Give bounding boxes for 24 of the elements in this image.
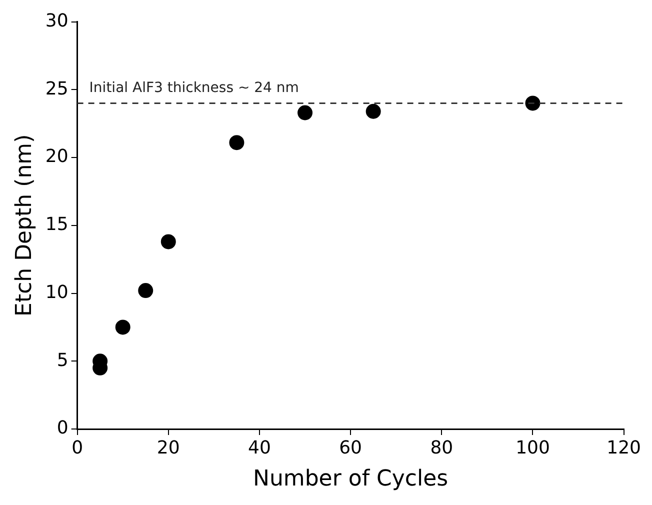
point	[229, 135, 244, 150]
ref-line-label: Initial AlF3 thickness ~ 24 nm	[89, 80, 299, 96]
y-tick-label: 25	[45, 78, 68, 100]
point	[138, 283, 154, 298]
x-tick-label: 20	[156, 437, 180, 458]
y-tick-label: 15	[45, 214, 68, 236]
y-tick-label: 0	[56, 418, 68, 439]
x-tick-label: 100	[516, 437, 550, 458]
x-tick-label: 80	[430, 437, 454, 458]
x-tick-label: 0	[72, 437, 84, 458]
x-tick-label: 120	[606, 437, 641, 458]
point	[298, 105, 313, 120]
y-axis-title: Etch Depth (nm)	[12, 134, 37, 316]
point	[115, 320, 130, 335]
y-tick-label: 5	[56, 350, 68, 371]
x-tick-label: 60	[339, 437, 362, 458]
y-tick-label: 10	[45, 282, 68, 303]
point	[366, 104, 381, 119]
y-tick-label: 20	[45, 146, 68, 168]
x-tick-label: 40	[248, 437, 271, 458]
point	[160, 234, 176, 250]
y-tick-label: 30	[45, 10, 68, 32]
point	[525, 96, 540, 111]
x-axis-title: Number of Cycles	[252, 466, 448, 492]
